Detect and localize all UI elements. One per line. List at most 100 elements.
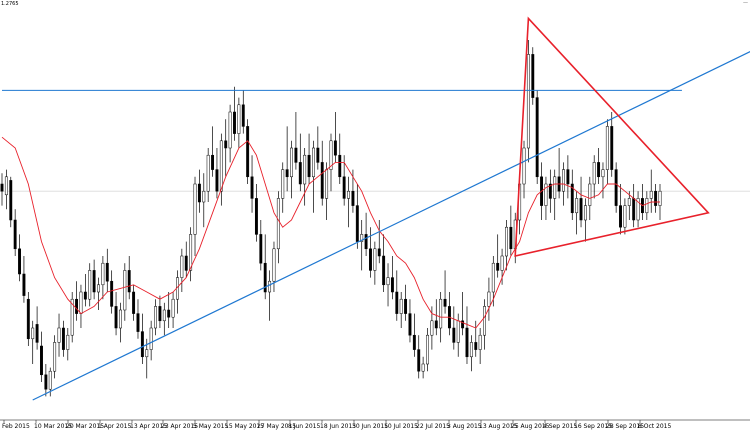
candle-body-up xyxy=(206,154,210,192)
candle xyxy=(197,169,201,213)
candle-body-up xyxy=(281,169,285,199)
candle xyxy=(13,209,17,256)
candle-body-down xyxy=(619,205,622,228)
candle-body-up xyxy=(53,342,57,372)
candle-body-up xyxy=(79,291,83,314)
candle-body-down xyxy=(408,313,412,336)
candle xyxy=(272,241,276,292)
candle-body-up xyxy=(478,334,482,350)
candle xyxy=(623,198,627,235)
candle xyxy=(123,263,127,321)
candle xyxy=(478,328,482,364)
candle-body-up xyxy=(483,306,486,336)
candle-body-down xyxy=(18,248,21,275)
candle xyxy=(645,191,649,220)
x-tick-label: 3 Aug 2015 xyxy=(447,423,482,430)
candle xyxy=(347,176,350,228)
candle xyxy=(487,277,491,321)
candle-body-down xyxy=(531,54,535,98)
candle xyxy=(228,104,232,163)
window-minimize-icon[interactable]: — xyxy=(743,0,748,6)
candle-body-down xyxy=(132,291,136,314)
candle xyxy=(61,320,65,357)
candle-body-down xyxy=(377,248,381,257)
candle xyxy=(404,284,408,321)
triangle-pattern[interactable] xyxy=(514,16,710,258)
x-tick-label: 28 Sep 2015 xyxy=(606,423,644,430)
candle xyxy=(443,270,447,314)
candle-body-down xyxy=(294,147,298,163)
x-tick-label: 8 Oct 2015 xyxy=(638,423,671,430)
candle xyxy=(496,234,500,278)
candle-body-up xyxy=(123,270,127,311)
candle xyxy=(355,184,359,249)
candle-body-down xyxy=(474,342,478,350)
candle xyxy=(364,212,368,256)
candle xyxy=(592,155,596,199)
candle-body-down xyxy=(184,255,188,271)
candle xyxy=(206,148,210,202)
candle-body-up xyxy=(70,298,74,336)
candle-body-down xyxy=(496,262,500,271)
candle xyxy=(132,284,136,321)
candle xyxy=(18,234,21,282)
candle xyxy=(654,184,658,213)
candle xyxy=(162,302,166,336)
candle xyxy=(338,133,342,184)
candle xyxy=(597,148,601,184)
candle-body-up xyxy=(505,226,508,257)
candle-body-down xyxy=(404,298,408,314)
candle-body-down xyxy=(654,190,658,206)
candle-body-up xyxy=(575,198,579,214)
candle xyxy=(105,248,109,292)
candle-body-down xyxy=(136,313,140,332)
overlay-layer xyxy=(1,16,750,401)
candles-layer xyxy=(0,40,662,397)
candle xyxy=(193,176,197,256)
candle-body-up xyxy=(154,306,157,329)
x-tick-label: 5 May 2015 xyxy=(193,423,228,430)
candle xyxy=(285,126,289,192)
x-tick-label: 30 Jun 2015 xyxy=(352,423,388,430)
candle xyxy=(241,90,245,134)
candle xyxy=(92,259,96,300)
candle xyxy=(263,234,267,300)
candle xyxy=(417,335,421,379)
candle xyxy=(22,256,26,303)
candle-body-down xyxy=(246,126,250,178)
candle-body-down xyxy=(412,334,416,350)
candle xyxy=(250,155,254,213)
candle xyxy=(259,220,263,271)
candle xyxy=(399,292,403,328)
candle-body-down xyxy=(316,147,320,163)
candle-body-up xyxy=(66,334,70,350)
candle xyxy=(531,47,535,105)
candle xyxy=(614,162,618,213)
x-tick-label: 27 May 2015 xyxy=(257,423,296,430)
candle-body-down xyxy=(140,331,144,358)
candle-body-up xyxy=(276,198,280,250)
candle xyxy=(526,40,530,163)
candle xyxy=(583,198,587,242)
candle-body-down xyxy=(320,162,324,199)
candle-body-up xyxy=(399,298,403,314)
candle-body-up xyxy=(456,320,460,343)
candle-body-up xyxy=(48,370,52,390)
candle-body-down xyxy=(307,154,311,178)
ascending-support-trendline[interactable] xyxy=(32,40,750,401)
candle xyxy=(342,155,346,206)
candle xyxy=(154,299,157,336)
candle xyxy=(579,176,583,228)
candle xyxy=(535,90,539,184)
candle-body-up xyxy=(101,262,105,286)
candle-body-up xyxy=(627,198,631,206)
candle xyxy=(505,220,508,271)
candle-body-down xyxy=(509,226,513,250)
candle-body-down xyxy=(44,374,48,390)
candle xyxy=(167,292,171,328)
candle-body-up xyxy=(386,277,390,286)
candle-body-down xyxy=(614,169,618,206)
